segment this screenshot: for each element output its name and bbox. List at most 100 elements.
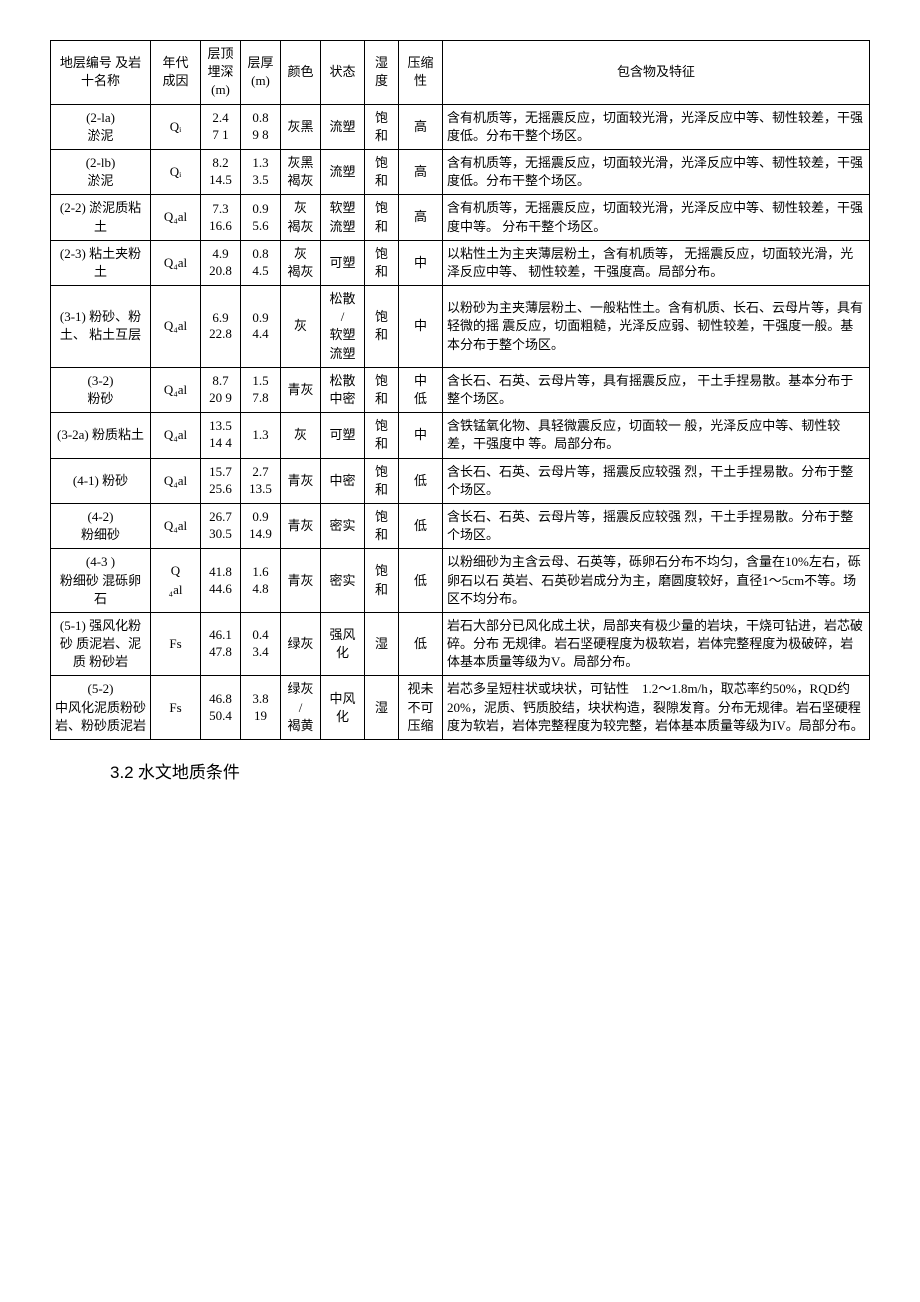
cell-comp: 高 bbox=[399, 149, 443, 194]
cell-era: Qᵢ bbox=[151, 104, 201, 149]
cell-name: (4-2)粉细砂 bbox=[51, 503, 151, 548]
table-row: (5-1) 强风化粉砂 质泥岩、泥质 粉砂岩Fs46.147.80.43.4绿灰… bbox=[51, 612, 870, 676]
cell-state: 松散/软塑流塑 bbox=[321, 286, 365, 368]
table-row: (2-lb)淤泥Qᵢ8.214.51.33.5灰黑褐灰流塑饱和高含有机质等，无摇… bbox=[51, 149, 870, 194]
cell-era: Q₄al bbox=[151, 503, 201, 548]
cell-color: 绿灰 bbox=[281, 612, 321, 676]
cell-state: 流塑 bbox=[321, 104, 365, 149]
cell-comp: 中低 bbox=[399, 367, 443, 412]
cell-desc: 以粉细砂为主含云母、石英等，砾卵石分布不均匀，含量在10%左右，砾卵石以石 英岩… bbox=[443, 549, 870, 613]
cell-wet: 饱和 bbox=[365, 413, 399, 458]
cell-era: Q₄al bbox=[151, 367, 201, 412]
cell-desc: 含长石、石英、云母片等，具有摇震反应， 干土手捏易散。基本分布于整个场区。 bbox=[443, 367, 870, 412]
cell-comp: 低 bbox=[399, 503, 443, 548]
cell-thick: 0.95.6 bbox=[241, 195, 281, 240]
cell-wet: 饱和 bbox=[365, 149, 399, 194]
table-row: (5-2)中风化泥质粉砂岩、粉砂质泥岩Fs46.850.43.819绿灰/褐黄中… bbox=[51, 676, 870, 740]
h-name: 地层编号 及岩十名称 bbox=[51, 41, 151, 105]
h-thick: 层厚(m) bbox=[241, 41, 281, 105]
section-heading: 3.2 水文地质条件 bbox=[110, 758, 870, 783]
cell-name: (5-1) 强风化粉砂 质泥岩、泥质 粉砂岩 bbox=[51, 612, 151, 676]
cell-comp: 低 bbox=[399, 549, 443, 613]
cell-era: Q₄al bbox=[151, 413, 201, 458]
cell-thick: 2.713.5 bbox=[241, 458, 281, 503]
cell-comp: 视未不可压缩 bbox=[399, 676, 443, 740]
cell-name: (2-2) 淤泥质粘土 bbox=[51, 195, 151, 240]
cell-color: 灰褐灰 bbox=[281, 240, 321, 285]
cell-thick: 0.914.9 bbox=[241, 503, 281, 548]
cell-color: 灰 bbox=[281, 286, 321, 368]
cell-depth: 4.920.8 bbox=[201, 240, 241, 285]
cell-comp: 高 bbox=[399, 104, 443, 149]
cell-color: 绿灰/褐黄 bbox=[281, 676, 321, 740]
cell-thick: 1.33.5 bbox=[241, 149, 281, 194]
cell-name: (3-2)粉砂 bbox=[51, 367, 151, 412]
cell-color: 灰 bbox=[281, 413, 321, 458]
table-row: (2-la)淤泥Qᵢ2.47 10.89 8灰黑流塑饱和高含有机质等，无摇震反应… bbox=[51, 104, 870, 149]
cell-comp: 高 bbox=[399, 195, 443, 240]
h-state: 状态 bbox=[321, 41, 365, 105]
cell-era: Q₄al bbox=[151, 458, 201, 503]
cell-name: (3-2a) 粉质粘土 bbox=[51, 413, 151, 458]
cell-desc: 含铁锰氧化物、具轻微震反应，切面较一 般，光泽反应中等、韧性较差，干强度中 等。… bbox=[443, 413, 870, 458]
cell-wet: 饱和 bbox=[365, 286, 399, 368]
cell-thick: 1.57.8 bbox=[241, 367, 281, 412]
cell-thick: 3.819 bbox=[241, 676, 281, 740]
cell-depth: 2.47 1 bbox=[201, 104, 241, 149]
cell-color: 青灰 bbox=[281, 367, 321, 412]
cell-name: (2-3) 粘土夹粉土 bbox=[51, 240, 151, 285]
heading-number: 3.2 bbox=[110, 763, 134, 782]
cell-wet: 饱和 bbox=[365, 195, 399, 240]
cell-desc: 以粉砂为主夹薄层粉土、一般粘性土。含有机质、长石、云母片等，具有轻微的摇 震反应… bbox=[443, 286, 870, 368]
cell-state: 中密 bbox=[321, 458, 365, 503]
cell-era: Q₄al bbox=[151, 240, 201, 285]
cell-thick: 0.89 8 bbox=[241, 104, 281, 149]
cell-comp: 低 bbox=[399, 612, 443, 676]
cell-desc: 含长石、石英、云母片等，摇震反应较强 烈，干土手捏易散。分布于整个场区。 bbox=[443, 458, 870, 503]
cell-name: (3-1) 粉砂、粉土、 粘土互层 bbox=[51, 286, 151, 368]
cell-depth: 26.730.5 bbox=[201, 503, 241, 548]
cell-desc: 含有机质等，无摇震反应，切面较光滑，光泽反应中等、韧性较差，干强度低。分布干整个… bbox=[443, 149, 870, 194]
cell-state: 流塑 bbox=[321, 149, 365, 194]
cell-depth: 6.922.8 bbox=[201, 286, 241, 368]
cell-depth: 41.844.6 bbox=[201, 549, 241, 613]
cell-color: 青灰 bbox=[281, 458, 321, 503]
cell-comp: 中 bbox=[399, 413, 443, 458]
h-comp: 压缩性 bbox=[399, 41, 443, 105]
cell-depth: 13.514 4 bbox=[201, 413, 241, 458]
table-row: (2-3) 粘土夹粉土Q₄al4.920.80.84.5灰褐灰可塑饱和中以粘性土… bbox=[51, 240, 870, 285]
cell-desc: 岩芯多呈短柱状或块状，可钻性 1.2～1.8m/h，取芯率约50%，RQD约20… bbox=[443, 676, 870, 740]
cell-depth: 8.214.5 bbox=[201, 149, 241, 194]
cell-wet: 饱和 bbox=[365, 458, 399, 503]
cell-state: 强风 化 bbox=[321, 612, 365, 676]
cell-color: 青灰 bbox=[281, 503, 321, 548]
cell-comp: 中 bbox=[399, 286, 443, 368]
cell-desc: 以粘性土为主夹薄层粉土，含有机质等， 无摇震反应，切面较光滑，光泽反应中等、 韧… bbox=[443, 240, 870, 285]
cell-state: 可塑 bbox=[321, 413, 365, 458]
cell-thick: 0.94.4 bbox=[241, 286, 281, 368]
cell-comp: 低 bbox=[399, 458, 443, 503]
cell-name: (2-lb)淤泥 bbox=[51, 149, 151, 194]
heading-text: 水文地质条件 bbox=[134, 763, 240, 782]
cell-desc: 岩石大部分已风化成土状，局部夹有极少量的岩块，干烧可钻进，岩芯破碎。分布 无规律… bbox=[443, 612, 870, 676]
cell-state: 松散中密 bbox=[321, 367, 365, 412]
header-row: 地层编号 及岩十名称 年代 成因 层顶 埋深(m) 层厚(m) 颜色 状态 湿度… bbox=[51, 41, 870, 105]
table-row: (3-2a) 粉质粘土Q₄al13.514 41.3灰可塑饱和中含铁锰氧化物、具… bbox=[51, 413, 870, 458]
cell-depth: 46.850.4 bbox=[201, 676, 241, 740]
cell-thick: 0.84.5 bbox=[241, 240, 281, 285]
cell-color: 灰黑 bbox=[281, 104, 321, 149]
cell-era: Fs bbox=[151, 612, 201, 676]
cell-color: 青灰 bbox=[281, 549, 321, 613]
h-color: 颜色 bbox=[281, 41, 321, 105]
cell-wet: 湿 bbox=[365, 676, 399, 740]
h-era: 年代 成因 bbox=[151, 41, 201, 105]
cell-era: Qᵢ bbox=[151, 149, 201, 194]
cell-color: 灰黑褐灰 bbox=[281, 149, 321, 194]
cell-thick: 0.43.4 bbox=[241, 612, 281, 676]
cell-thick: 1.3 bbox=[241, 413, 281, 458]
cell-wet: 饱和 bbox=[365, 367, 399, 412]
cell-state: 可塑 bbox=[321, 240, 365, 285]
cell-desc: 含有机质等，无摇震反应，切面较光滑，光泽反应中等、韧性较差，干强度中等。 分布干… bbox=[443, 195, 870, 240]
cell-wet: 饱和 bbox=[365, 503, 399, 548]
stratum-table: 地层编号 及岩十名称 年代 成因 层顶 埋深(m) 层厚(m) 颜色 状态 湿度… bbox=[50, 40, 870, 740]
